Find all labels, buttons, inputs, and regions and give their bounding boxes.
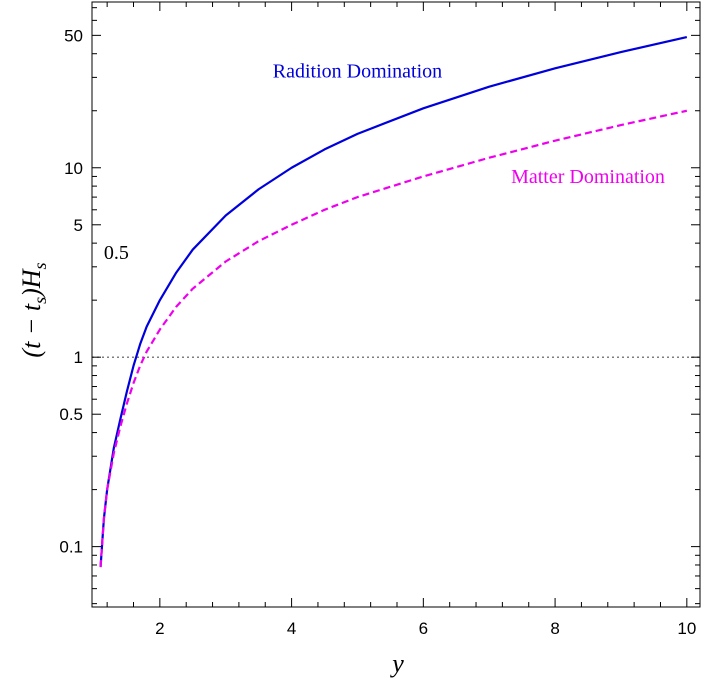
x-tick-label: 2	[155, 619, 164, 638]
x-tick-label: 8	[550, 619, 559, 638]
x-tick-label: 10	[677, 619, 696, 638]
y-tick-label: 0.1	[59, 538, 83, 557]
x-axis-title: y	[389, 649, 404, 678]
y-axis-title-sub1: s	[30, 297, 50, 304]
y-tick-label: 10	[64, 159, 83, 178]
y-tick-label: 5	[74, 216, 83, 235]
y-axis-title-open: (t − t	[17, 303, 46, 357]
series-group	[99, 35, 688, 568]
x-tick-label: 4	[287, 619, 296, 638]
y-axis-title-sub2: s	[30, 262, 50, 269]
plot-border	[91, 1, 701, 608]
annotation-radiation: Radition Domination	[273, 60, 442, 82]
annotation-matter: Matter Domination	[511, 166, 665, 188]
annotations-group: Radition Domination Matter Domination 0.5	[104, 60, 665, 264]
axis-ticks: 2 4 6 8 10 0.1 0.5 1 5 10 50	[59, 2, 700, 638]
y-tick-label: 0.5	[59, 405, 83, 424]
series-line-radiation	[99, 35, 688, 568]
y-tick-label: 50	[64, 26, 83, 45]
y-axis-title-close: )H	[17, 268, 46, 299]
series-line-matter	[99, 109, 688, 568]
x-tick-label: 6	[419, 619, 428, 638]
y-tick-label: 1	[74, 348, 83, 367]
y-axis-title: (t − ts)Hs	[17, 262, 50, 357]
plot-frame	[91, 1, 701, 608]
annotation-value: 0.5	[104, 242, 129, 264]
